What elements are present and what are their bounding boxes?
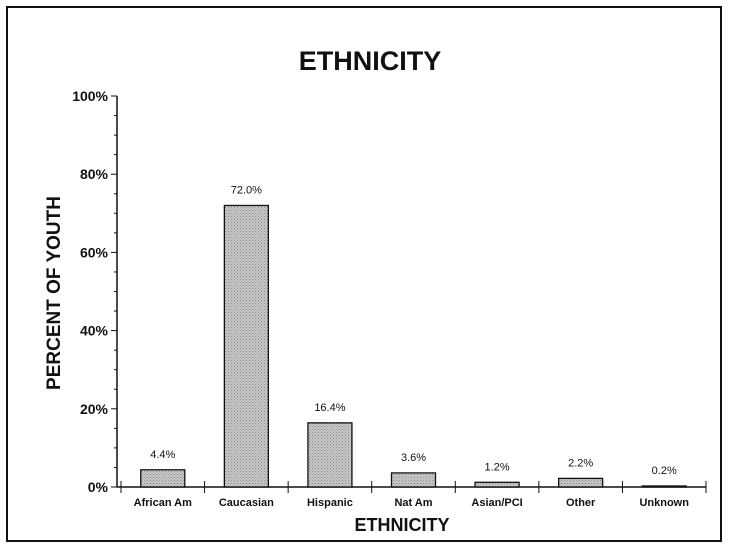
data-label: 3.6% (401, 452, 426, 464)
bar-african-am (141, 470, 185, 487)
bar-nat-am (392, 473, 436, 487)
plot-area: 0% 20% 40% 60% 80% 100% 4.4% African Am 72.0% Cau… (72, 88, 706, 509)
bar-caucasian (224, 205, 268, 487)
data-label: 16.4% (314, 402, 345, 414)
bar-other (559, 478, 603, 487)
y-tick-label: 0% (88, 479, 109, 495)
x-tick-label: African Am (134, 497, 192, 509)
y-tick-label: 80% (80, 166, 109, 182)
data-label: 4.4% (150, 449, 175, 461)
data-label: 2.2% (568, 457, 593, 469)
y-tick-label: 60% (80, 244, 109, 260)
y-tick-label: 20% (80, 401, 109, 417)
bar-hispanic (308, 423, 352, 487)
x-tick-label: Unknown (639, 497, 689, 509)
data-label: 1.2% (485, 461, 510, 473)
bar-unknown (642, 486, 686, 487)
x-tick-label: Other (566, 497, 596, 509)
chart-title: ETHNICITY (299, 46, 442, 76)
x-tick-label: Nat Am (394, 497, 432, 509)
x-axis-title: ETHNICITY (354, 515, 449, 535)
x-tick-label: Asian/PCI (471, 497, 522, 509)
y-tick-label: 40% (80, 323, 109, 339)
y-tick-label: 100% (72, 88, 108, 104)
y-axis-title: PERCENT OF YOUTH (44, 196, 65, 390)
bar-asian-pci (475, 482, 519, 487)
x-tick-label: Hispanic (307, 497, 353, 509)
data-label: 72.0% (231, 184, 262, 196)
x-tick-label: Caucasian (219, 497, 274, 509)
data-label: 0.2% (652, 465, 677, 477)
